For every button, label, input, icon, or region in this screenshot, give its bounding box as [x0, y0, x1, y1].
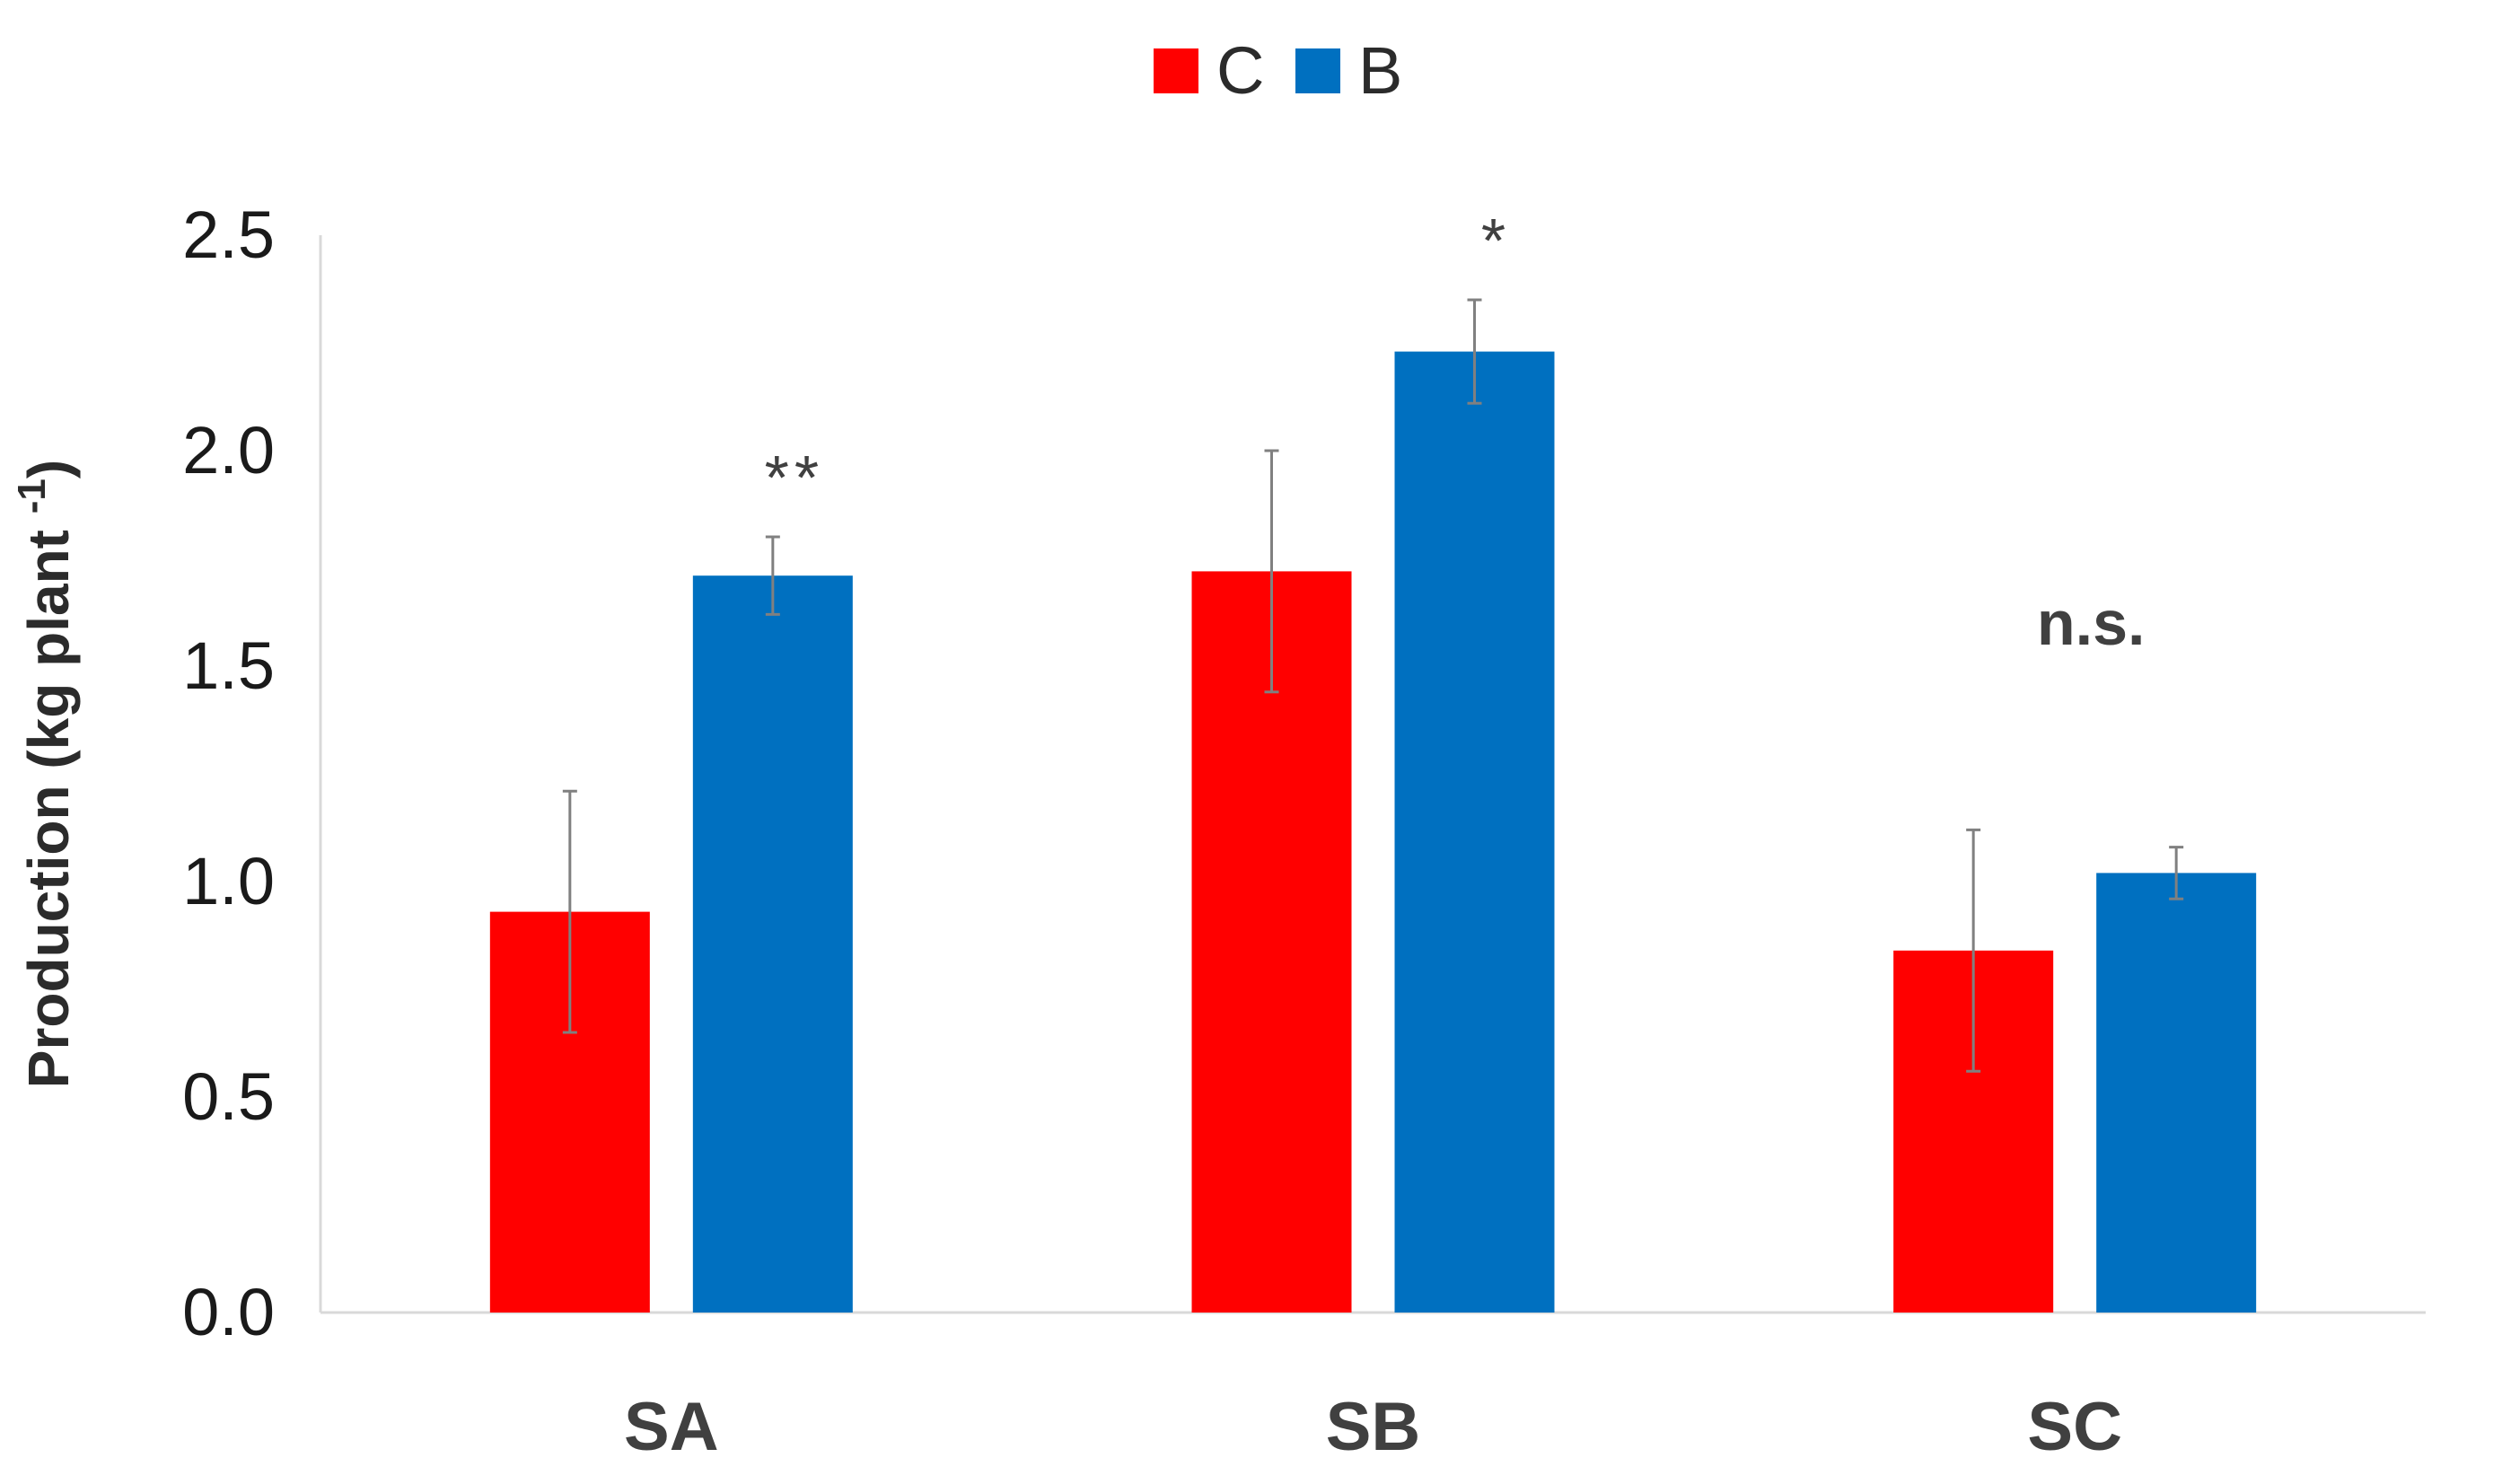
significance-label-sa: **	[765, 443, 824, 513]
legend-swatch	[1295, 48, 1340, 93]
y-axis: 0.0 0.5 1.0 1.5 2.0 2.5	[182, 198, 322, 1349]
y-tick-label: 2.0	[182, 413, 275, 487]
y-axis-title-superscript: -1	[10, 479, 54, 514]
bar-c-sb	[1191, 571, 1352, 1313]
bar-b-sc	[2096, 873, 2257, 1313]
legend-label: C	[1216, 33, 1264, 108]
error-bar-c-sa	[562, 789, 577, 1034]
significance-label-sc: n.s.	[2037, 588, 2146, 658]
legend-label: B	[1358, 33, 1402, 108]
bar-b-sb	[1394, 351, 1555, 1313]
legend-item-c: C	[1154, 33, 1264, 108]
y-axis-title: Production (kg plant -1)	[10, 460, 81, 1088]
error-bar-b-sb	[1467, 298, 1482, 405]
error-bar-b-sa	[765, 535, 780, 616]
y-tick-label: 2.5	[182, 198, 275, 272]
y-tick-label: 1.5	[182, 628, 275, 703]
bars-layer: ***n.s.	[489, 206, 2257, 1313]
error-bar-c-sb	[1264, 449, 1279, 694]
y-tick-label: 1.0	[182, 844, 275, 918]
error-bar-c-sc	[1966, 828, 1981, 1073]
bar-b-sa	[692, 575, 853, 1313]
x-tick-label-sa: SA	[624, 1389, 719, 1465]
error-bar-b-sc	[2169, 846, 2184, 900]
legend-swatch	[1154, 48, 1198, 93]
significance-label-sb: *	[1481, 206, 1511, 276]
y-tick-label: 0.0	[182, 1275, 275, 1349]
x-tick-label-sc: SC	[2027, 1389, 2122, 1465]
legend-item-b: B	[1295, 33, 1402, 108]
category-labels: SA SB SC	[624, 1389, 2122, 1465]
x-tick-label-sb: SB	[1326, 1389, 1421, 1465]
y-tick-label: 0.5	[182, 1059, 275, 1134]
